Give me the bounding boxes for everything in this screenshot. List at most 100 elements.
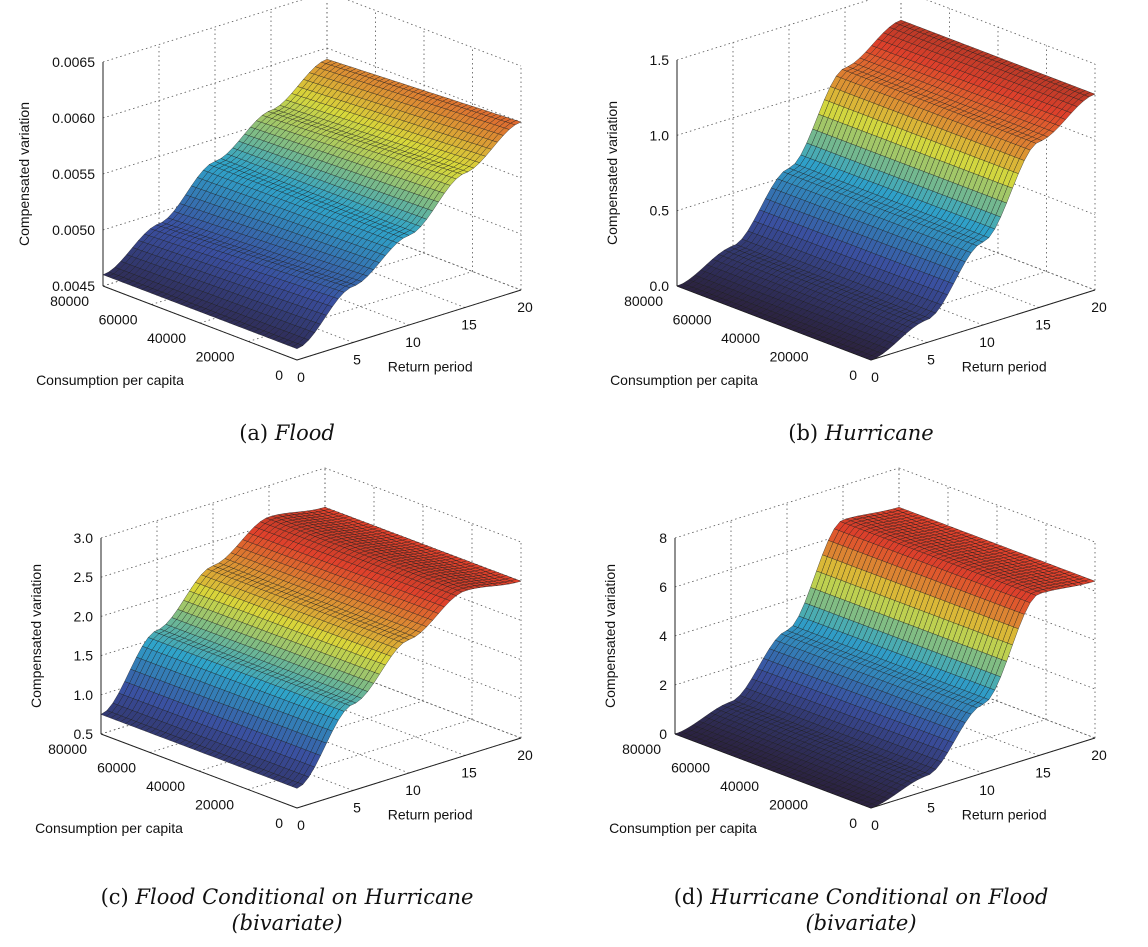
caption-title: Hurricane [824,421,934,445]
y-tick-label: 40000 [721,330,760,346]
z-tick-label: 1.0 [74,687,94,703]
tick-labels: 0.0045 0.0050 0.0055 0.0060 0.0065 0 5 10 15 20 0 2… [50,54,533,385]
x-tick-label: 10 [979,334,995,350]
y-tick-label: 80000 [50,293,89,309]
z-tick-label: 0.5 [74,726,94,742]
z-tick-label: 0.0045 [52,278,95,294]
y-tick-label: 0 [275,815,283,831]
z-tick-label: 1.5 [650,52,670,68]
x-tick-label: 15 [461,765,477,781]
y-tick-label: 20000 [196,349,235,365]
x-tick-label: 15 [461,317,477,333]
y-gridline [248,271,473,342]
x-tick-label: 5 [353,352,361,368]
z-tick-label: 0.0055 [52,166,95,182]
z-gridline [898,467,1096,543]
x-axis-label: Return period [962,359,1047,375]
flood-conditional-surface-plot: 0.5 1.0 1.5 2.0 2.5 3.0 0 5 10 15 20 0 20000 40000 600… [28,467,533,836]
y-tick-label: 40000 [147,330,186,346]
tick-labels: 0.5 1.0 1.5 2.0 2.5 3.0 0 5 10 15 20 0 20000 40000 600… [48,530,533,833]
panel-caption: (b) Hurricane [574,420,1148,446]
x-tick-label: 0 [871,369,879,385]
surface-facet [291,343,304,349]
z-gridline [102,0,303,63]
x-tick-label: 5 [927,352,935,368]
z-gridline [100,467,326,539]
z-gridline [100,506,326,578]
hurricane-surface-plot: 0.00.51.01.50510152002000040000600008000… [604,0,1107,388]
axis-labels: Return period Consumption per capita Compe… [604,101,1047,388]
x-axis-label: Return period [388,807,473,823]
caption-label: (a) [239,421,269,445]
x-axis-line [296,737,522,809]
z-tick-label: 0.0060 [52,110,95,126]
z-gridline [324,467,522,543]
z-tick-label: 2.5 [74,569,94,585]
z-tick-label: 0.0 [650,278,670,294]
z-gridline [674,467,900,539]
x-axis-line [870,737,1096,809]
y-axis-label: Consumption per capita [35,820,183,836]
z-gridline [346,0,522,67]
y-axis-label: Consumption per capita [610,372,758,388]
surface-mesh [102,59,522,349]
z-tick-label: 1.5 [74,648,94,664]
x-axis-line [296,289,522,361]
y-axis-line [102,285,298,361]
y-tick-label: 0 [849,367,857,383]
y-axis-label: Consumption per capita [36,372,184,388]
x-tick-label: 0 [297,369,305,385]
x-tick-label: 10 [405,782,421,798]
caption-label: (c) [100,885,129,909]
z-tick-label: 0.0050 [52,222,95,238]
hurricane-conditional-surface-plot: 0246805101520020000400006000080000Return… [602,467,1107,836]
z-tick-label: 2.0 [74,608,94,624]
surface-mesh [676,19,1096,361]
z-tick-label: 3.0 [74,530,94,546]
y-tick-label: 0 [275,367,283,383]
y-tick-label: 80000 [624,293,663,309]
x-tick-label: 20 [517,299,533,315]
z-tick-label: 1.0 [650,127,670,143]
z-axis-label: Compensated variation [604,101,620,245]
y-tick-label: 40000 [146,778,185,794]
surface-facet [865,355,878,361]
z-gridline [676,64,902,136]
y-tick-label: 20000 [195,797,234,813]
surface-mesh [674,507,1096,809]
x-tick-label: 20 [517,747,533,763]
z-tick-label: 0.0065 [52,54,95,70]
surface-mesh [100,507,522,789]
z-gridline [674,565,900,637]
z-tick-label: 0.5 [650,203,670,219]
x-tick-label: 10 [405,334,421,350]
panel-caption: (a) Flood [0,420,574,446]
z-axis-label: Compensated variation [16,102,32,246]
caption-title-cont: (bivariate) [231,911,343,935]
y-tick-label: 80000 [48,741,87,757]
y-gridline [247,719,473,790]
x-tick-label: 20 [1091,299,1107,315]
x-axis-label: Return period [388,359,473,375]
z-gridline [674,516,900,588]
caption-title: Flood [274,421,335,445]
x-tick-label: 0 [297,817,305,833]
caption-title: Flood Conditional on Hurricane [135,885,474,909]
caption-label: (b) [788,421,819,445]
axis-labels: Return period Consumption per capita Compe… [16,102,473,388]
z-gridline [324,624,522,700]
z-gridline [102,103,328,175]
x-axis-line [870,289,1096,361]
z-axis-label: Compensated variation [28,564,44,708]
surface-facet [291,782,304,789]
y-axis-line [100,733,298,809]
y-tick-label: 60000 [99,312,138,328]
axis-labels: Return period Consumption per capita Compe… [28,564,473,836]
y-tick-label: 60000 [673,312,712,328]
tick-labels: 0.00.51.01.50510152002000040000600008000… [624,52,1107,385]
x-tick-label: 5 [353,800,361,816]
panel-caption: (c) Flood Conditional on Hurricane (biva… [0,884,574,936]
y-tick-label: 60000 [97,760,136,776]
y-tick-label: 20000 [770,349,809,365]
flood-surface-plot: 0.0045 0.0050 0.0055 0.0060 0.0065 0 5 10 15 20 0 2… [16,0,533,388]
